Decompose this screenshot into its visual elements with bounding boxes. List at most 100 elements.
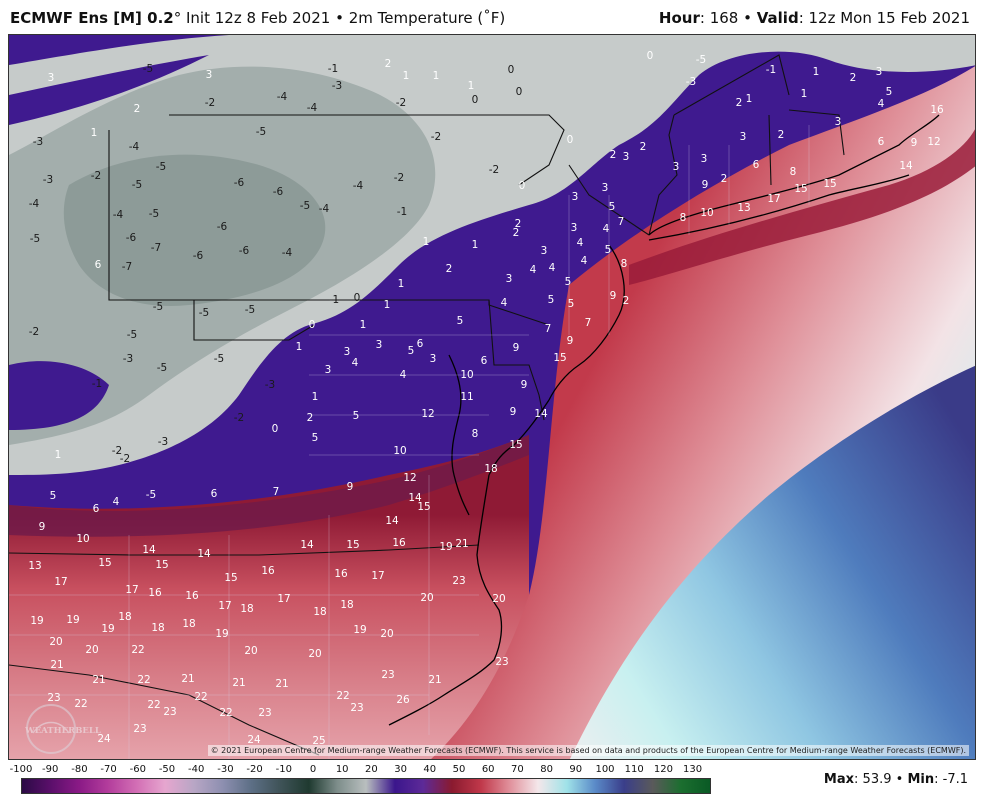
temperature-label: 24: [247, 734, 261, 746]
temperature-label: -4: [29, 198, 40, 210]
hour-value: 168: [709, 9, 739, 27]
temperature-label: 0: [508, 64, 515, 76]
temperature-label: -5: [30, 233, 40, 245]
temperature-label: 18: [484, 463, 497, 475]
temperature-label: -2: [29, 326, 39, 338]
temperature-label: 19: [439, 541, 452, 553]
temperature-label: 21: [92, 674, 105, 686]
temperature-label: 1: [433, 70, 440, 82]
temperature-label: 0: [354, 292, 361, 304]
temperature-label: -2: [205, 97, 215, 109]
temperature-label: 8: [472, 428, 479, 440]
temperature-label: 4: [577, 237, 584, 249]
temperature-label: -5: [127, 329, 137, 341]
scale-tick-labels: -100 -90 -80 -70 -60 -50 -40 -30 -20 -10 0 10 20 30 40…: [10, 762, 710, 776]
temperature-label: -2: [234, 412, 244, 424]
scale-tick-label: 130: [683, 764, 703, 775]
temperature-label: 23: [133, 723, 146, 735]
temperature-label: 17: [277, 593, 290, 605]
temperature-label: -3: [686, 76, 696, 88]
temperature-label: 3: [376, 339, 383, 351]
temperature-label: 15: [98, 557, 111, 569]
temperature-label: -5: [153, 301, 163, 313]
color-scale: -100 -90 -80 -70 -60 -50 -40 -30 -20 -10 0 10 20 30 40…: [10, 762, 711, 802]
scale-tick-label: -40: [188, 764, 205, 775]
temperature-label: -1: [328, 63, 338, 75]
temperature-label: 23: [350, 702, 363, 714]
temperature-label: 5: [568, 298, 575, 310]
temperature-label: 19: [101, 623, 114, 635]
temperature-label: 21: [232, 677, 245, 689]
temperature-label: 0: [309, 319, 316, 331]
temperature-label: 5: [408, 345, 415, 357]
temperature-label: 3: [325, 364, 332, 376]
temperature-label: 9: [347, 481, 354, 493]
temperature-label: 23: [495, 656, 508, 668]
scale-color-bar: [21, 778, 711, 794]
bullet: •: [743, 9, 752, 27]
temperature-label: 3: [206, 69, 213, 81]
temperature-label: 23: [163, 706, 176, 718]
temperature-label: 2: [850, 72, 857, 84]
scale-tick-label: -60: [129, 764, 146, 775]
temperature-label: 5: [565, 276, 572, 288]
temperature-label: 2: [721, 173, 728, 185]
temperature-label: 1: [801, 88, 808, 100]
temperature-label: -5: [199, 307, 209, 319]
temperature-label: 10: [393, 445, 406, 457]
temperature-label: 21: [181, 673, 194, 685]
temperature-label: 20: [380, 628, 393, 640]
temperature-label: 3: [48, 72, 55, 84]
temperature-label: 22: [74, 698, 87, 710]
temperature-label: -5: [156, 161, 166, 173]
scale-tick-label: -90: [42, 764, 59, 775]
temperature-label: -6: [239, 245, 250, 257]
temperature-label: 0: [647, 50, 654, 62]
temperature-label: 14: [534, 408, 548, 420]
temperature-label: 1: [472, 239, 479, 251]
temperature-label: 1: [312, 391, 319, 403]
temperature-label: 6: [95, 259, 102, 271]
temperature-label: 23: [258, 707, 271, 719]
temperature-label: 20: [244, 645, 257, 657]
bullet: •: [335, 9, 344, 27]
temperature-label: -2: [431, 131, 441, 143]
temperature-label: -3: [332, 80, 342, 92]
valid-time-info: Hour: 168 • Valid: 12z Mon 15 Feb 2021: [658, 9, 970, 27]
temperature-label: 1: [746, 93, 753, 105]
temperature-label: 14: [300, 539, 314, 551]
temperature-label: 14: [385, 515, 399, 527]
temperature-label: -5: [143, 63, 153, 75]
temperature-label: 17: [54, 576, 67, 588]
scale-tick-label: 70: [511, 764, 524, 775]
temperature-label: 1: [423, 236, 430, 248]
scale-tick-label: 40: [423, 764, 437, 775]
temperature-label: 1: [468, 80, 475, 92]
temperature-label: 3: [835, 116, 842, 128]
max-label: Max: [823, 772, 855, 787]
temperature-label: 10: [700, 207, 713, 219]
scale-tick-label: 30: [394, 764, 407, 775]
temperature-label: 20: [492, 593, 505, 605]
temperature-label: 24: [97, 733, 111, 745]
temperature-label: -7: [122, 261, 132, 273]
field-name: 2m Temperature (˚F): [348, 9, 506, 27]
degree-mark: °: [173, 9, 182, 27]
temperature-label: 23: [452, 575, 465, 587]
temperature-label: -4: [113, 209, 124, 221]
min-label: Min: [907, 772, 935, 787]
temperature-label: -1: [329, 294, 339, 306]
coastlines: [388, 114, 940, 726]
temperature-label: 14: [408, 492, 422, 504]
temperature-label: 3: [430, 353, 437, 365]
temperature-label: 2: [134, 103, 141, 115]
temperature-label: 7: [545, 323, 552, 335]
temperature-label: 18: [340, 599, 353, 611]
temperature-label: 22: [219, 707, 232, 719]
temperature-label: -2: [91, 170, 101, 182]
temperature-label: 3: [876, 66, 883, 78]
valid-label: Valid: [756, 9, 799, 27]
scale-tick-label: -20: [246, 764, 263, 775]
temperature-label: 14: [142, 544, 156, 556]
